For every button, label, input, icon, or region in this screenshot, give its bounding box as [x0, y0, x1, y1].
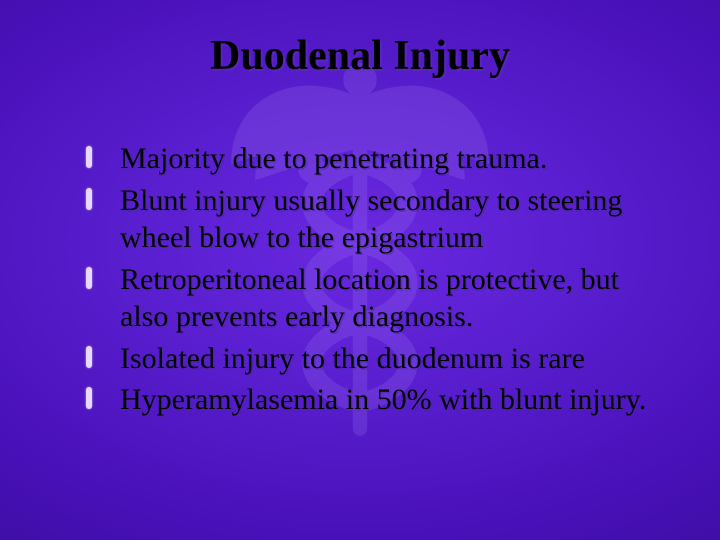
list-item: Majority due to penetrating trauma.	[80, 140, 660, 178]
bullet-list: Majority due to penetrating trauma. Blun…	[80, 140, 660, 419]
slide: Duodenal Injury Majority due to penetrat…	[0, 0, 720, 540]
list-item: Retroperitoneal location is protective, …	[80, 261, 660, 336]
list-item: Isolated injury to the duodenum is rare	[80, 340, 660, 378]
list-item: Blunt injury usually secondary to steeri…	[80, 182, 660, 257]
list-item: Hyperamylasemia in 50% with blunt injury…	[80, 381, 660, 419]
slide-title: Duodenal Injury	[0, 32, 720, 80]
slide-body: Majority due to penetrating trauma. Blun…	[80, 140, 660, 423]
